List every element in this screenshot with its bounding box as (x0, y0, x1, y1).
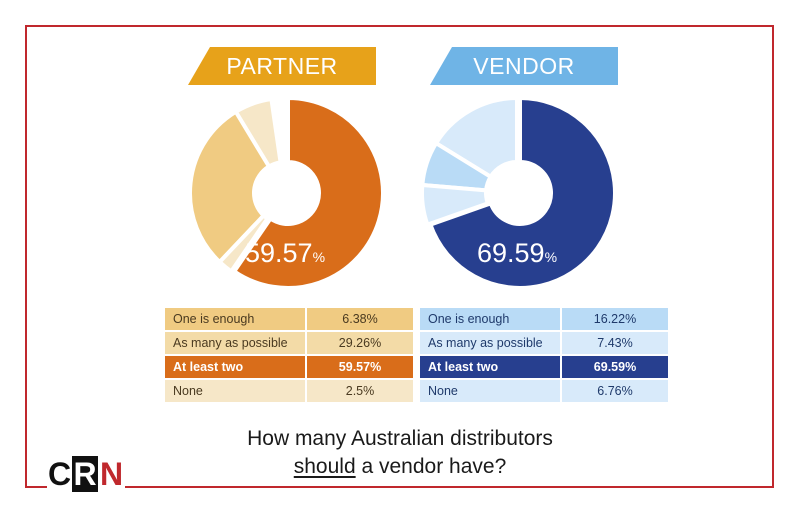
partner-slice-as-many-as-possible (188, 109, 271, 264)
vendor-legend-value: 69.59% (560, 356, 668, 378)
legend-row: At least two 69.59% (420, 356, 668, 378)
chart-question-title: How many Australian distributors should … (0, 425, 800, 481)
partner-legend-value: 29.26% (305, 332, 413, 354)
vendor-center-value: 69.59% (477, 238, 557, 268)
partner-legend-table: One is enough 6.38% As many as possible 29.… (165, 306, 413, 404)
legend-row: At least two 59.57% (165, 356, 413, 378)
vendor-legend-table: One is enough 16.22% As many as possible 7.… (420, 306, 668, 404)
vendor-legend-label: At least two (420, 356, 560, 378)
title-line-2: should a vendor have? (0, 453, 800, 481)
title-line-2-rest: a vendor have? (355, 455, 507, 478)
title-emphasis: should (293, 455, 356, 478)
title-line-1: How many Australian distributors (247, 427, 553, 450)
logo-r: R (72, 456, 98, 492)
partner-title: PARTNER (226, 53, 338, 79)
partner-legend-value: 59.57% (305, 356, 413, 378)
legend-row: None 6.76% (420, 380, 668, 402)
chart-frame (25, 25, 774, 488)
logo-c: C (47, 456, 72, 492)
partner-legend-label: None (165, 380, 305, 402)
legend-row: As many as possible 7.43% (420, 332, 668, 354)
legend-row: None 2.5% (165, 380, 413, 402)
partner-legend-value: 6.38% (305, 308, 413, 330)
legend-row: One is enough 6.38% (165, 308, 413, 330)
partner-slice-at-least-two (232, 96, 384, 290)
logo-n: N (98, 456, 125, 492)
vendor-slice-at-least-two (428, 96, 616, 290)
crn-logo: C R N (47, 456, 125, 492)
partner-legend-label: One is enough (165, 308, 305, 330)
partner-center-value: 59.57% (245, 238, 325, 268)
vendor-legend-value: 6.76% (560, 380, 668, 402)
vendor-legend-label: None (420, 380, 560, 402)
partner-legend-label: At least two (165, 356, 305, 378)
legend-row: One is enough 16.22% (420, 308, 668, 330)
vendor-slice-one-is-enough (434, 96, 519, 179)
vendor-slice-as-many-as-possible (420, 141, 493, 193)
vendor-pie-chart: 69.59% (420, 96, 616, 290)
partner-pie-chart: 59.57% (188, 96, 384, 290)
vendor-banner: VENDOR (430, 47, 618, 85)
partner-slice-none (217, 213, 270, 274)
vendor-slice-none (420, 182, 490, 227)
partner-legend-value: 2.5% (305, 380, 413, 402)
vendor-title: VENDOR (473, 53, 575, 79)
partner-banner: PARTNER (188, 47, 376, 85)
vendor-legend-value: 7.43% (560, 332, 668, 354)
partner-legend-label: As many as possible (165, 332, 305, 354)
legend-row: As many as possible 29.26% (165, 332, 413, 354)
vendor-legend-value: 16.22% (560, 308, 668, 330)
vendor-legend-label: One is enough (420, 308, 560, 330)
vendor-legend-label: As many as possible (420, 332, 560, 354)
